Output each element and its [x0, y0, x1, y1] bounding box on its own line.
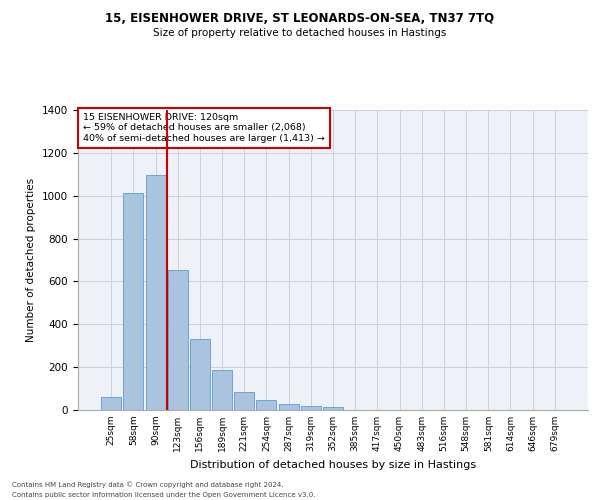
- Bar: [146, 176, 166, 410]
- Text: 15, EISENHOWER DRIVE, ST LEONARDS-ON-SEA, TN37 7TQ: 15, EISENHOWER DRIVE, ST LEONARDS-ON-SEA…: [106, 12, 494, 26]
- Bar: [168, 270, 188, 410]
- Text: Contains HM Land Registry data © Crown copyright and database right 2024.: Contains HM Land Registry data © Crown c…: [12, 481, 284, 488]
- Bar: [190, 340, 210, 410]
- Bar: [124, 192, 143, 410]
- Bar: [256, 400, 277, 410]
- Y-axis label: Number of detached properties: Number of detached properties: [26, 178, 37, 342]
- Bar: [301, 406, 321, 410]
- Text: Size of property relative to detached houses in Hastings: Size of property relative to detached ho…: [154, 28, 446, 38]
- Bar: [101, 396, 121, 410]
- Bar: [278, 404, 299, 410]
- Bar: [234, 392, 254, 410]
- X-axis label: Distribution of detached houses by size in Hastings: Distribution of detached houses by size …: [190, 460, 476, 469]
- Text: 15 EISENHOWER DRIVE: 120sqm
← 59% of detached houses are smaller (2,068)
40% of : 15 EISENHOWER DRIVE: 120sqm ← 59% of det…: [83, 113, 325, 143]
- Text: Contains public sector information licensed under the Open Government Licence v3: Contains public sector information licen…: [12, 492, 316, 498]
- Bar: [212, 370, 232, 410]
- Bar: [323, 407, 343, 410]
